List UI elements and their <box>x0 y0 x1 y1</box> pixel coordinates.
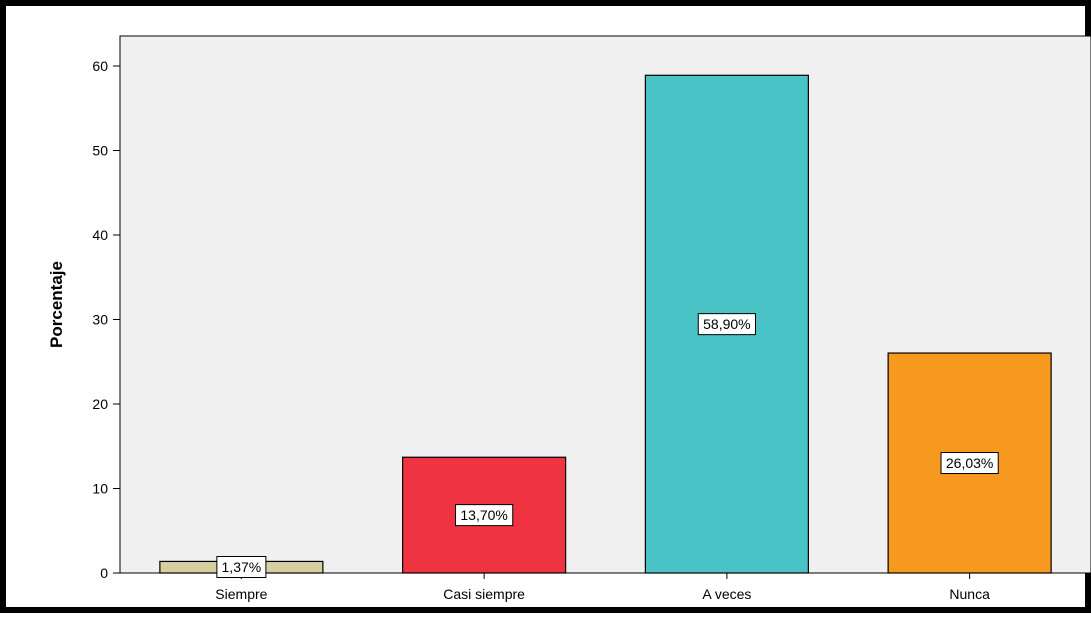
x-axis: Siempre Casi siempre A veces Nunca <box>215 573 990 602</box>
data-label-box <box>455 504 514 527</box>
data-label: 1,37% <box>222 559 262 575</box>
x-category-label: Casi siempre <box>443 586 525 602</box>
x-category-label: Siempre <box>215 586 267 602</box>
data-label-box <box>697 313 756 336</box>
x-category-label: Nunca <box>949 586 990 602</box>
y-tick-label: 50 <box>92 143 108 159</box>
data-label: 58,90% <box>703 316 750 332</box>
y-tick-label: 60 <box>92 58 108 74</box>
x-category-label: A veces <box>702 586 751 602</box>
data-label: 13,70% <box>460 507 507 523</box>
bars <box>159 74 1052 574</box>
data-label-box <box>216 556 267 578</box>
y-tick-label: 30 <box>92 312 108 328</box>
y-axis: 0 10 20 30 40 50 60 <box>92 58 120 581</box>
y-tick-label: 40 <box>92 227 108 243</box>
y-tick-label: 20 <box>92 396 108 412</box>
y-axis-title: Porcentaje <box>47 261 66 348</box>
data-label: 26,03% <box>946 455 993 471</box>
data-labels: 1,37% 13,70% 58,90% 26,03% <box>216 313 999 578</box>
y-tick-label: 0 <box>100 565 108 581</box>
data-label-box <box>940 452 999 475</box>
bar-chart: 0 10 20 30 40 50 60 Siempre Casi siempre A veces… <box>47 35 1091 602</box>
y-tick-label: 10 <box>92 481 108 497</box>
